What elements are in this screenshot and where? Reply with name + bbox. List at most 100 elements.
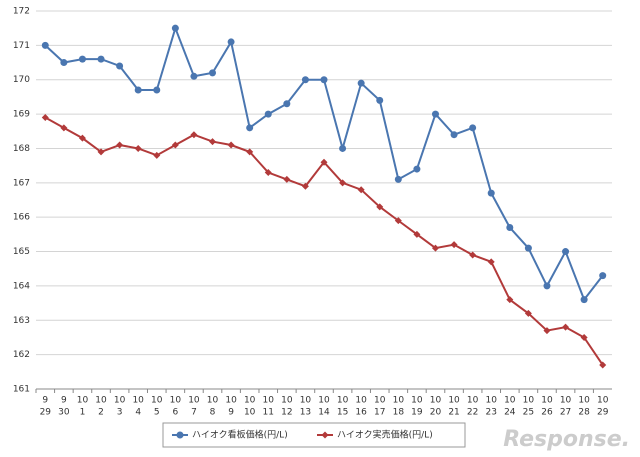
legend-marker	[321, 431, 329, 439]
x-tick-label: 20	[430, 408, 442, 418]
point	[264, 110, 272, 118]
point	[190, 72, 198, 80]
legend-box	[162, 422, 466, 448]
point	[524, 244, 532, 252]
x-tick-label: 10	[597, 396, 609, 406]
point	[599, 361, 607, 369]
point	[543, 327, 551, 335]
point	[246, 124, 254, 132]
y-tick-label: 170	[13, 75, 30, 85]
x-tick-label: 10	[374, 396, 386, 406]
x-tick-label: 26	[541, 408, 553, 418]
point	[394, 175, 402, 183]
x-tick-label: 16	[355, 408, 367, 418]
point	[134, 144, 142, 152]
x-tick-label: 10	[448, 396, 460, 406]
point	[413, 230, 421, 238]
x-tick-label: 10	[318, 396, 330, 406]
x-tick-label: 10	[430, 396, 442, 406]
y-tick-label: 168	[13, 144, 30, 154]
x-tick-label: 11	[263, 408, 274, 418]
point	[97, 55, 105, 63]
y-tick-label: 166	[13, 213, 30, 223]
x-tick-label: 24	[504, 408, 516, 418]
x-tick-label: 10	[355, 396, 367, 406]
x-tick-label: 10	[151, 396, 163, 406]
x-tick-label: 21	[448, 408, 459, 418]
point	[171, 24, 179, 32]
x-tick-label: 22	[467, 408, 478, 418]
point	[543, 282, 551, 290]
legend-label: ハイオク看板価格(円/L)	[192, 429, 288, 441]
point	[41, 41, 49, 49]
x-tick-label: 1	[80, 408, 86, 418]
point	[301, 182, 309, 190]
x-tick-label: 9	[228, 408, 234, 418]
point	[431, 110, 439, 118]
point	[190, 131, 198, 139]
point	[60, 59, 68, 67]
point	[301, 76, 309, 84]
point	[487, 258, 495, 266]
y-tick-label: 162	[13, 350, 30, 360]
x-tick-label: 12	[281, 408, 292, 418]
point	[357, 186, 365, 194]
x-tick-label: 10	[300, 396, 312, 406]
x-tick-label: 25	[523, 408, 534, 418]
x-tick-label: 17	[374, 408, 385, 418]
x-tick-label: 10	[411, 396, 423, 406]
point	[469, 124, 477, 132]
point	[394, 217, 402, 225]
x-tick-label: 29	[597, 408, 609, 418]
x-tick-label: 14	[318, 408, 330, 418]
point	[580, 296, 588, 304]
point	[209, 69, 217, 77]
x-tick-label: 28	[578, 408, 590, 418]
y-tick-label: 172	[13, 7, 30, 17]
point	[562, 323, 570, 331]
point	[78, 55, 86, 63]
point	[599, 272, 607, 280]
x-tick-label: 8	[210, 408, 216, 418]
y-tick-label: 171	[13, 41, 30, 51]
point	[97, 148, 105, 156]
x-tick-label: 10	[170, 396, 182, 406]
x-tick-label: 10	[485, 396, 497, 406]
legend-marker	[176, 431, 184, 439]
x-tick-label: 10	[578, 396, 590, 406]
x-tick-label: 10	[337, 396, 349, 406]
x-tick-label: 15	[337, 408, 348, 418]
x-tick-label: 10	[541, 396, 553, 406]
point	[171, 141, 179, 149]
x-tick-label: 13	[300, 408, 311, 418]
point	[450, 241, 458, 249]
point	[209, 138, 217, 146]
x-tick-label: 10	[114, 396, 126, 406]
x-tick-label: 7	[191, 408, 197, 418]
legend-label: ハイオク実売価格(円/L)	[337, 429, 433, 441]
watermark: Response.	[503, 427, 630, 452]
point	[524, 309, 532, 317]
point	[320, 76, 328, 84]
point	[562, 248, 570, 256]
x-tick-label: 10	[244, 396, 256, 406]
x-tick-label: 29	[40, 408, 52, 418]
point	[283, 175, 291, 183]
point	[246, 148, 254, 156]
x-tick-label: 10	[393, 396, 405, 406]
y-tick-label: 163	[13, 316, 30, 326]
x-tick-label: 10	[77, 396, 89, 406]
point	[339, 144, 347, 152]
x-tick-label: 10	[263, 396, 275, 406]
y-tick-label: 167	[13, 178, 30, 188]
point	[450, 131, 458, 139]
y-tick-label: 169	[13, 110, 30, 120]
point	[116, 141, 124, 149]
x-tick-label: 3	[117, 408, 123, 418]
point	[357, 79, 365, 87]
x-tick-label: 30	[58, 408, 70, 418]
x-tick-label: 10	[560, 396, 572, 406]
x-tick-label: 10	[188, 396, 200, 406]
x-tick-label: 10	[467, 396, 479, 406]
